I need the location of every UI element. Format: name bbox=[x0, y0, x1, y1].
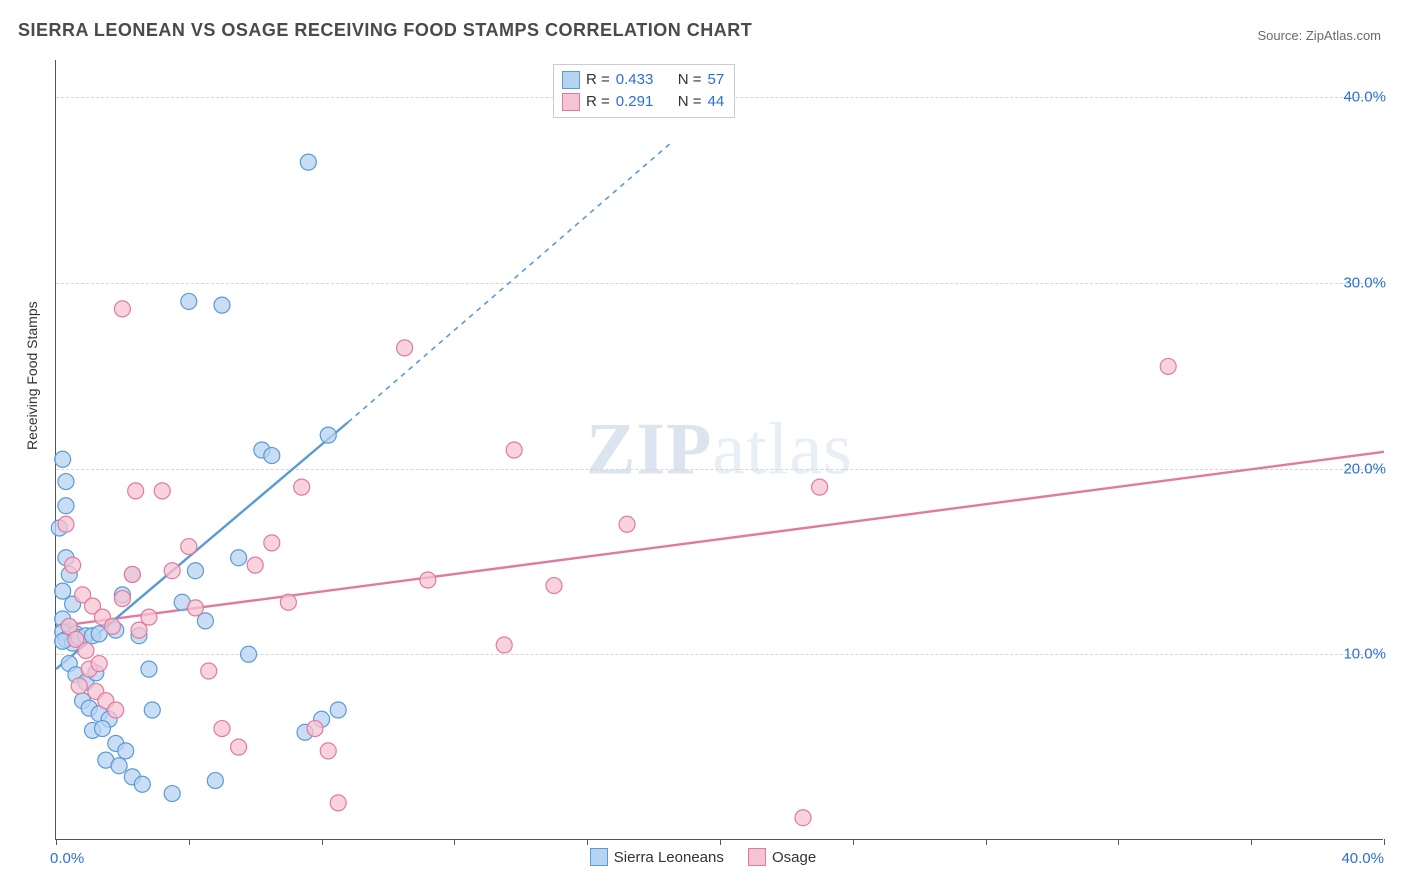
osage-point bbox=[114, 301, 130, 317]
legend-stats: R =0.433N =57R =0.291N =44 bbox=[553, 64, 735, 118]
osage-point bbox=[201, 663, 217, 679]
plot-area: ZIPatlas bbox=[55, 60, 1383, 840]
sierra-point bbox=[181, 293, 197, 309]
sierra-point bbox=[231, 550, 247, 566]
sierra-point bbox=[214, 297, 230, 313]
sierra-point bbox=[118, 743, 134, 759]
swatch-sierra bbox=[590, 848, 608, 866]
osage-point bbox=[114, 591, 130, 607]
osage-point bbox=[280, 594, 296, 610]
osage-point bbox=[264, 535, 280, 551]
osage-point bbox=[546, 578, 562, 594]
osage-point bbox=[330, 795, 346, 811]
chart-title: SIERRA LEONEAN VS OSAGE RECEIVING FOOD S… bbox=[18, 20, 752, 41]
osage-point bbox=[214, 721, 230, 737]
osage-point bbox=[1160, 358, 1176, 374]
legend-stats-row: R =0.433N =57 bbox=[562, 69, 724, 91]
osage-point bbox=[78, 643, 94, 659]
osage-point bbox=[58, 516, 74, 532]
sierra-point bbox=[58, 474, 74, 490]
sierra-point bbox=[320, 427, 336, 443]
legend-item-sierra: Sierra Leoneans bbox=[590, 848, 724, 866]
osage-point bbox=[91, 656, 107, 672]
osage-point bbox=[124, 566, 140, 582]
osage-point bbox=[247, 557, 263, 573]
osage-point bbox=[231, 739, 247, 755]
sierra-point bbox=[207, 773, 223, 789]
sierra-point bbox=[187, 563, 203, 579]
legend-label-sierra: Sierra Leoneans bbox=[614, 849, 724, 866]
source-label: Source: ZipAtlas.com bbox=[1257, 28, 1381, 43]
sierra-point bbox=[94, 721, 110, 737]
sierra-point bbox=[144, 702, 160, 718]
osage-point bbox=[420, 572, 436, 588]
osage-point bbox=[71, 678, 87, 694]
y-tick-label: 30.0% bbox=[1343, 274, 1386, 291]
osage-point bbox=[506, 442, 522, 458]
osage-point bbox=[128, 483, 144, 499]
osage-point bbox=[154, 483, 170, 499]
osage-point bbox=[294, 479, 310, 495]
osage-point bbox=[496, 637, 512, 653]
sierra-point bbox=[141, 661, 157, 677]
y-tick-label: 20.0% bbox=[1343, 460, 1386, 477]
sierra-point bbox=[111, 758, 127, 774]
y-tick-label: 10.0% bbox=[1343, 646, 1386, 663]
y-tick-label: 40.0% bbox=[1343, 89, 1386, 106]
osage-point bbox=[65, 557, 81, 573]
osage-point bbox=[795, 810, 811, 826]
sierra-point bbox=[330, 702, 346, 718]
sierra-point bbox=[55, 451, 71, 467]
osage-point bbox=[164, 563, 180, 579]
osage-point bbox=[187, 600, 203, 616]
legend-label-osage: Osage bbox=[772, 849, 816, 866]
osage-point bbox=[619, 516, 635, 532]
osage-point bbox=[141, 609, 157, 625]
legend-stats-row: R =0.291N =44 bbox=[562, 91, 724, 113]
osage-point bbox=[181, 539, 197, 555]
osage-point bbox=[812, 479, 828, 495]
sierra-point bbox=[58, 498, 74, 514]
sierra-point bbox=[134, 776, 150, 792]
sierra-point bbox=[300, 154, 316, 170]
swatch-osage bbox=[748, 848, 766, 866]
chart-svg bbox=[56, 60, 1383, 839]
osage-point bbox=[108, 702, 124, 718]
chart-container: SIERRA LEONEAN VS OSAGE RECEIVING FOOD S… bbox=[0, 0, 1406, 892]
sierra-point bbox=[241, 646, 257, 662]
legend-series: Sierra Leoneans Osage bbox=[0, 848, 1406, 870]
osage-point bbox=[320, 743, 336, 759]
legend-item-osage: Osage bbox=[748, 848, 816, 866]
osage-point bbox=[307, 721, 323, 737]
osage-point bbox=[397, 340, 413, 356]
y-axis-label: Receiving Food Stamps bbox=[24, 301, 40, 450]
sierra-point bbox=[164, 786, 180, 802]
sierra-point bbox=[264, 448, 280, 464]
osage-point bbox=[104, 618, 120, 634]
